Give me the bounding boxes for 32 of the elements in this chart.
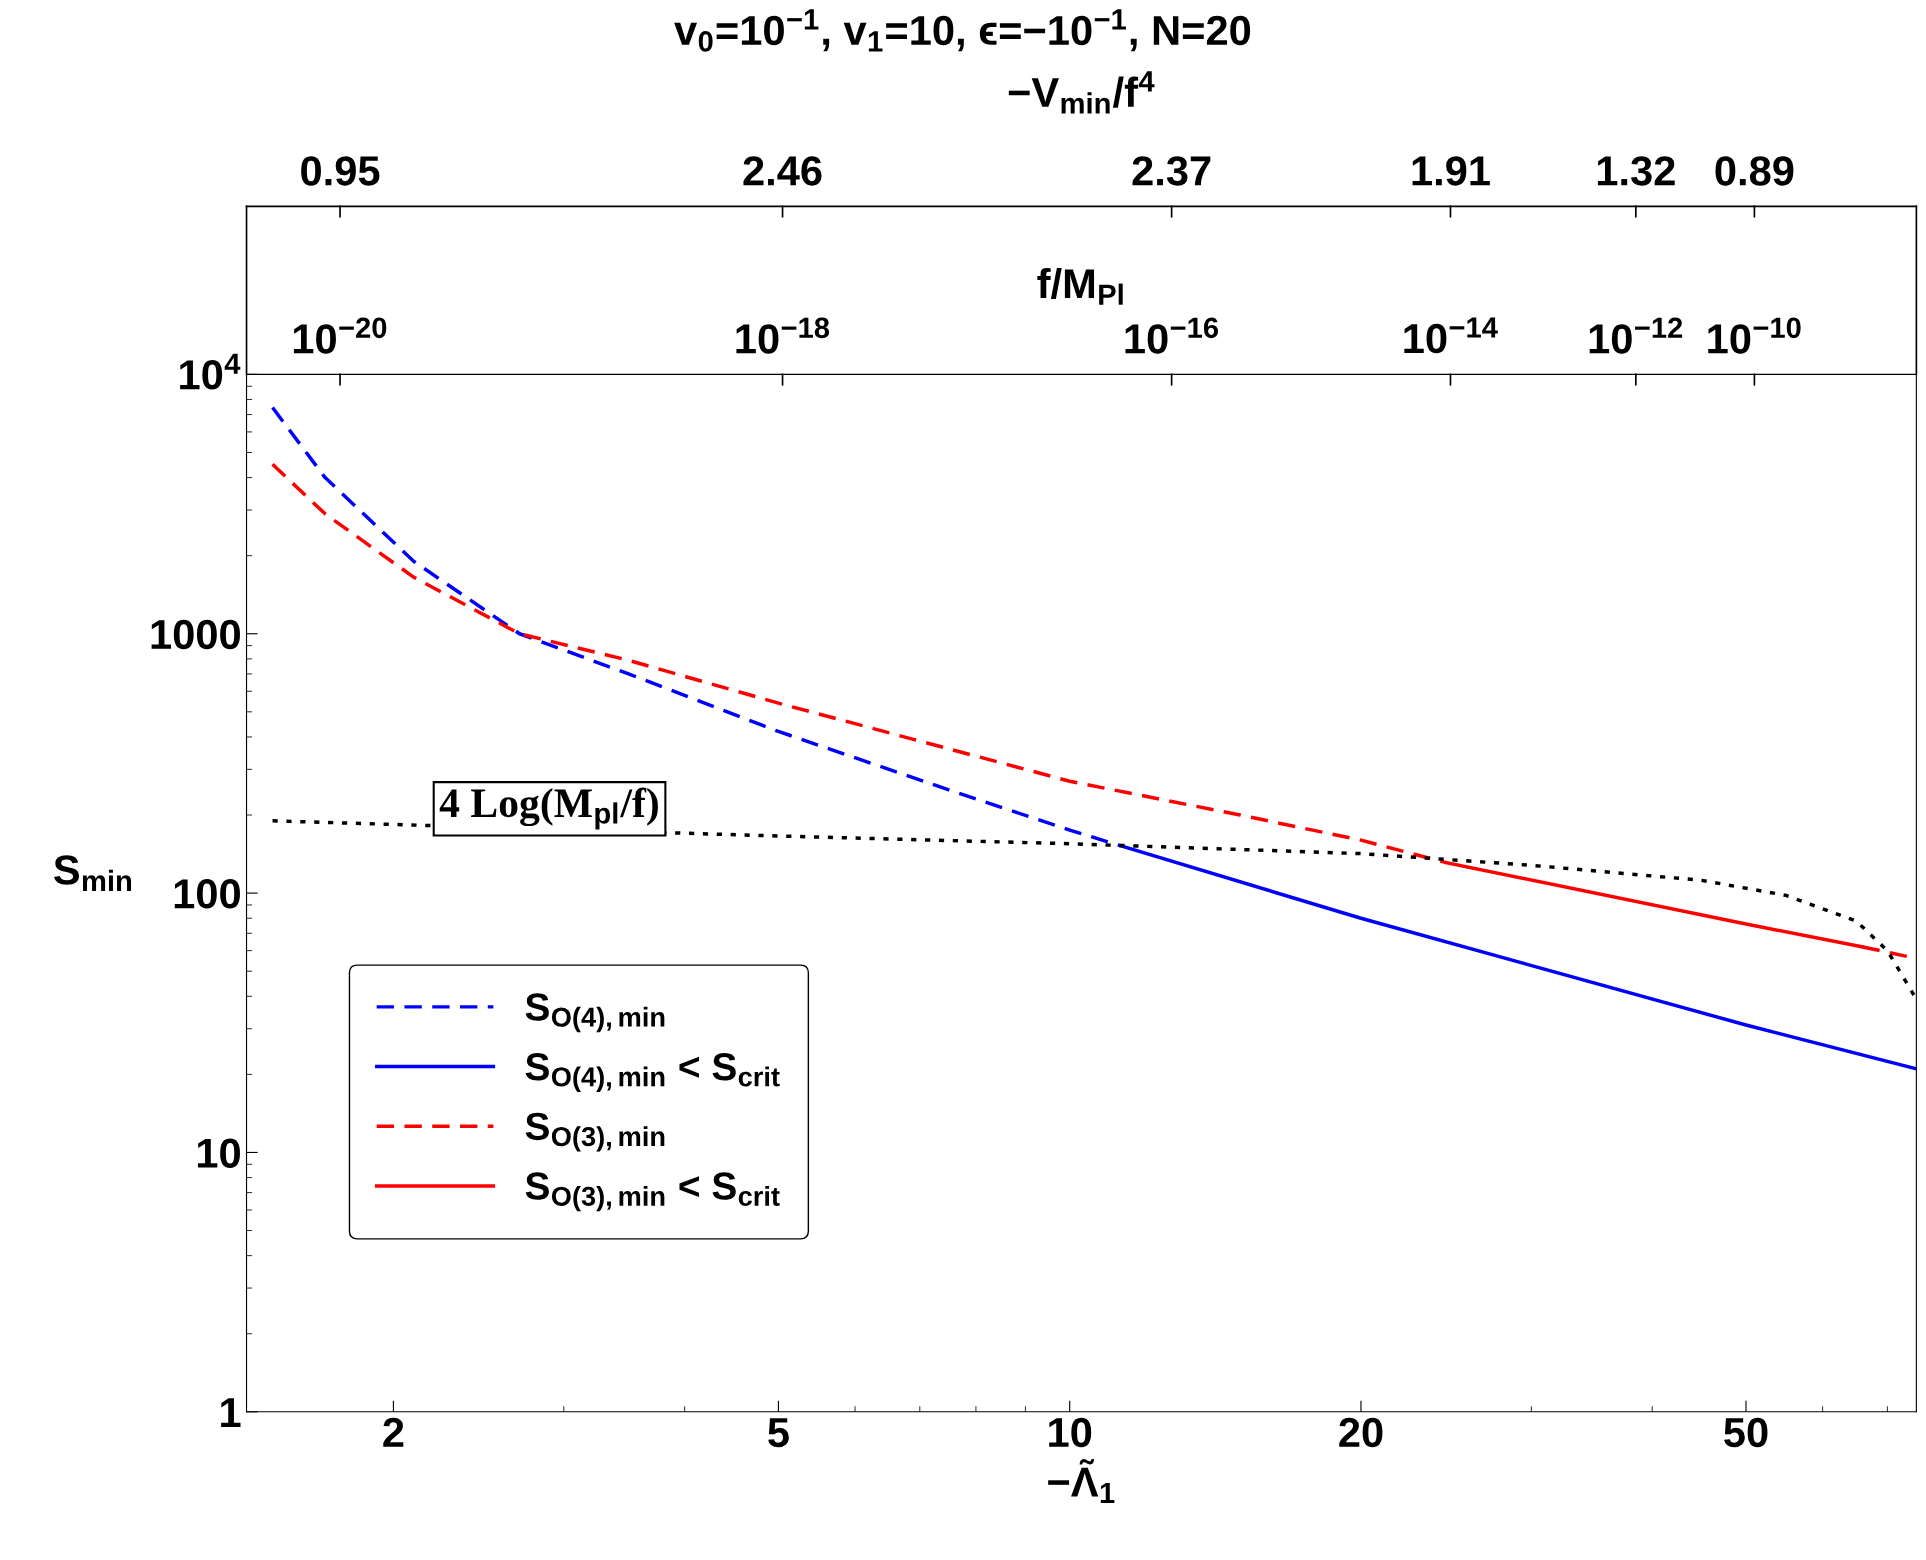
text: 10$^{−18}$ (736, 317, 830, 354)
text: 10$^{−10}$ (1708, 317, 1801, 354)
x-tick-label: 10 (1049, 1417, 1092, 1448)
text: 10$^{−16}$ (1125, 317, 1219, 354)
text: 2.46 (743, 156, 822, 186)
x-tick-label: 50 (1724, 1417, 1768, 1448)
text: 10$^{−14}$ (1404, 317, 1498, 354)
text: 1.32 (1597, 156, 1675, 186)
x-tick-label: 5 (768, 1418, 789, 1448)
text: −V$_{min}$/f$^{4}$ (1008, 71, 1155, 114)
x-tick-label: 2 (383, 1417, 404, 1447)
y-tick-label: 10 (197, 1138, 240, 1168)
text: 10$^{−12}$ (1589, 317, 1683, 354)
legend-label: S$_{O(4),min}$ (525, 993, 665, 1033)
x-axis-title: −Λ̃$_{1}$ (1048, 1459, 1115, 1504)
legend-label: S$_{O(3),min}$ (525, 1112, 665, 1152)
legend-label: S$_{O(4),min}$ < S$_{crit}$ (525, 1052, 780, 1092)
y-axis-title: S$_{min}$ (54, 855, 132, 891)
text: 2.37 (1132, 156, 1211, 186)
x2-axis-title: f/M$_{Pl}$ (1037, 267, 1123, 305)
y-tick-label: 1 (221, 1398, 241, 1427)
y-tick-label: 10$^{4}$ (180, 353, 241, 390)
text: 0.95 (301, 156, 380, 186)
legend-label: S$_{O(3),min}$ < S$_{crit}$ (525, 1172, 780, 1212)
y-tick-label: 100 (174, 879, 240, 909)
text: 0.89 (1715, 156, 1794, 186)
x-tick-label: 20 (1339, 1417, 1383, 1448)
text: 1.91 (1412, 156, 1490, 186)
y-tick-label: 1000 (151, 619, 240, 650)
text: 10$^{−20}$ (293, 317, 387, 354)
chart-title: v$_{0}$=10$^{−1}$, v$_{1}$=10, ϵ=−10$^{−1}$, N=20 (674, 9, 1251, 52)
annotation: 4 Log(M$_{pl}$/f) (439, 787, 658, 830)
